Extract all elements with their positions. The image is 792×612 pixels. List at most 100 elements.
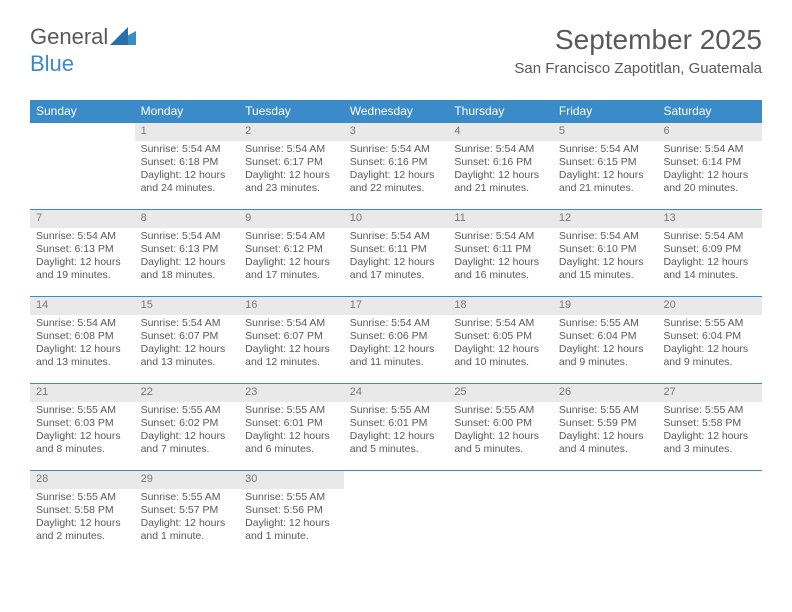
sunrise-line: Sunrise: 5:54 AM <box>663 230 756 243</box>
sunset-line: Sunset: 6:01 PM <box>350 417 443 430</box>
day-cell: 11Sunrise: 5:54 AMSunset: 6:11 PMDayligh… <box>448 210 553 296</box>
week-row: 14Sunrise: 5:54 AMSunset: 6:08 PMDayligh… <box>30 296 762 383</box>
day-body: Sunrise: 5:55 AMSunset: 5:59 PMDaylight:… <box>553 402 658 461</box>
daylight-line: Daylight: 12 hours and 17 minutes. <box>350 256 443 282</box>
daylight-line: Daylight: 12 hours and 12 minutes. <box>245 343 338 369</box>
sunrise-line: Sunrise: 5:55 AM <box>36 491 129 504</box>
day-cell: 17Sunrise: 5:54 AMSunset: 6:06 PMDayligh… <box>344 297 449 383</box>
day-cell: 24Sunrise: 5:55 AMSunset: 6:01 PMDayligh… <box>344 384 449 470</box>
sunrise-line: Sunrise: 5:54 AM <box>559 143 652 156</box>
day-cell: 21Sunrise: 5:55 AMSunset: 6:03 PMDayligh… <box>30 384 135 470</box>
day-number: 2 <box>239 123 344 141</box>
day-body: Sunrise: 5:55 AMSunset: 6:00 PMDaylight:… <box>448 402 553 461</box>
day-number: 6 <box>657 123 762 141</box>
daylight-line: Daylight: 12 hours and 14 minutes. <box>663 256 756 282</box>
day-cell: 18Sunrise: 5:54 AMSunset: 6:05 PMDayligh… <box>448 297 553 383</box>
day-cell <box>30 123 135 209</box>
day-cell: 6Sunrise: 5:54 AMSunset: 6:14 PMDaylight… <box>657 123 762 209</box>
week-row: 1Sunrise: 5:54 AMSunset: 6:18 PMDaylight… <box>30 122 762 209</box>
day-number: 10 <box>344 210 449 228</box>
month-year: September 2025 <box>514 24 762 56</box>
daylight-line: Daylight: 12 hours and 17 minutes. <box>245 256 338 282</box>
sunset-line: Sunset: 5:58 PM <box>663 417 756 430</box>
day-cell: 7Sunrise: 5:54 AMSunset: 6:13 PMDaylight… <box>30 210 135 296</box>
day-cell <box>553 471 658 557</box>
sunrise-line: Sunrise: 5:55 AM <box>141 404 234 417</box>
sunset-line: Sunset: 6:11 PM <box>454 243 547 256</box>
day-cell: 14Sunrise: 5:54 AMSunset: 6:08 PMDayligh… <box>30 297 135 383</box>
sunrise-line: Sunrise: 5:54 AM <box>36 317 129 330</box>
daylight-line: Daylight: 12 hours and 9 minutes. <box>559 343 652 369</box>
day-number: 8 <box>135 210 240 228</box>
sunset-line: Sunset: 6:14 PM <box>663 156 756 169</box>
sunrise-line: Sunrise: 5:55 AM <box>559 317 652 330</box>
sunrise-line: Sunrise: 5:55 AM <box>663 317 756 330</box>
sunset-line: Sunset: 6:04 PM <box>663 330 756 343</box>
sunset-line: Sunset: 5:59 PM <box>559 417 652 430</box>
day-number: 1 <box>135 123 240 141</box>
location: San Francisco Zapotitlan, Guatemala <box>514 60 762 77</box>
daylight-line: Daylight: 12 hours and 24 minutes. <box>141 169 234 195</box>
daylight-line: Daylight: 12 hours and 2 minutes. <box>36 517 129 543</box>
sunrise-line: Sunrise: 5:55 AM <box>350 404 443 417</box>
daylight-line: Daylight: 12 hours and 22 minutes. <box>350 169 443 195</box>
sunrise-line: Sunrise: 5:54 AM <box>350 317 443 330</box>
sunrise-line: Sunrise: 5:55 AM <box>559 404 652 417</box>
daylight-line: Daylight: 12 hours and 21 minutes. <box>454 169 547 195</box>
day-cell: 19Sunrise: 5:55 AMSunset: 6:04 PMDayligh… <box>553 297 658 383</box>
sunrise-line: Sunrise: 5:55 AM <box>663 404 756 417</box>
day-number: 9 <box>239 210 344 228</box>
day-cell: 9Sunrise: 5:54 AMSunset: 6:12 PMDaylight… <box>239 210 344 296</box>
day-number: 29 <box>135 471 240 489</box>
sunrise-line: Sunrise: 5:54 AM <box>454 317 547 330</box>
daylight-line: Daylight: 12 hours and 5 minutes. <box>350 430 443 456</box>
day-body: Sunrise: 5:55 AMSunset: 6:04 PMDaylight:… <box>553 315 658 374</box>
day-cell: 22Sunrise: 5:55 AMSunset: 6:02 PMDayligh… <box>135 384 240 470</box>
day-number: 5 <box>553 123 658 141</box>
daylight-line: Daylight: 12 hours and 8 minutes. <box>36 430 129 456</box>
day-body: Sunrise: 5:54 AMSunset: 6:17 PMDaylight:… <box>239 141 344 200</box>
day-cell: 26Sunrise: 5:55 AMSunset: 5:59 PMDayligh… <box>553 384 658 470</box>
day-cell: 16Sunrise: 5:54 AMSunset: 6:07 PMDayligh… <box>239 297 344 383</box>
daylight-line: Daylight: 12 hours and 18 minutes. <box>141 256 234 282</box>
daylight-line: Daylight: 12 hours and 10 minutes. <box>454 343 547 369</box>
day-cell: 1Sunrise: 5:54 AMSunset: 6:18 PMDaylight… <box>135 123 240 209</box>
day-cell: 2Sunrise: 5:54 AMSunset: 6:17 PMDaylight… <box>239 123 344 209</box>
day-number: 30 <box>239 471 344 489</box>
day-cell: 5Sunrise: 5:54 AMSunset: 6:15 PMDaylight… <box>553 123 658 209</box>
daylight-line: Daylight: 12 hours and 19 minutes. <box>36 256 129 282</box>
dow-cell: Sunday <box>30 100 135 122</box>
logo-blue: Blue <box>30 51 74 76</box>
daylight-line: Daylight: 12 hours and 6 minutes. <box>245 430 338 456</box>
day-number: 23 <box>239 384 344 402</box>
logo-general: General <box>30 24 108 49</box>
day-number: 14 <box>30 297 135 315</box>
day-number: 27 <box>657 384 762 402</box>
header: September 2025 San Francisco Zapotitlan,… <box>514 24 762 77</box>
sunrise-line: Sunrise: 5:54 AM <box>245 317 338 330</box>
sunset-line: Sunset: 6:15 PM <box>559 156 652 169</box>
sunrise-line: Sunrise: 5:54 AM <box>141 143 234 156</box>
day-body: Sunrise: 5:55 AMSunset: 6:04 PMDaylight:… <box>657 315 762 374</box>
daylight-line: Daylight: 12 hours and 5 minutes. <box>454 430 547 456</box>
sunrise-line: Sunrise: 5:54 AM <box>245 143 338 156</box>
sunset-line: Sunset: 6:02 PM <box>141 417 234 430</box>
day-number: 17 <box>344 297 449 315</box>
day-body: Sunrise: 5:54 AMSunset: 6:11 PMDaylight:… <box>448 228 553 287</box>
dow-cell: Monday <box>135 100 240 122</box>
day-cell: 3Sunrise: 5:54 AMSunset: 6:16 PMDaylight… <box>344 123 449 209</box>
day-cell <box>448 471 553 557</box>
day-number: 19 <box>553 297 658 315</box>
daylight-line: Daylight: 12 hours and 13 minutes. <box>36 343 129 369</box>
daylight-line: Daylight: 12 hours and 3 minutes. <box>663 430 756 456</box>
sunset-line: Sunset: 6:04 PM <box>559 330 652 343</box>
week-row: 28Sunrise: 5:55 AMSunset: 5:58 PMDayligh… <box>30 470 762 557</box>
sunrise-line: Sunrise: 5:55 AM <box>245 404 338 417</box>
day-cell: 27 Sunrise: 5:55 AMSunset: 5:58 PMDayligh… <box>657 384 762 470</box>
sunset-line: Sunset: 6:13 PM <box>36 243 129 256</box>
day-cell <box>657 471 762 557</box>
sunrise-line: Sunrise: 5:54 AM <box>141 230 234 243</box>
daylight-line: Daylight: 12 hours and 4 minutes. <box>559 430 652 456</box>
day-body: Sunrise: 5:54 AMSunset: 6:10 PMDaylight:… <box>553 228 658 287</box>
sunset-line: Sunset: 6:00 PM <box>454 417 547 430</box>
